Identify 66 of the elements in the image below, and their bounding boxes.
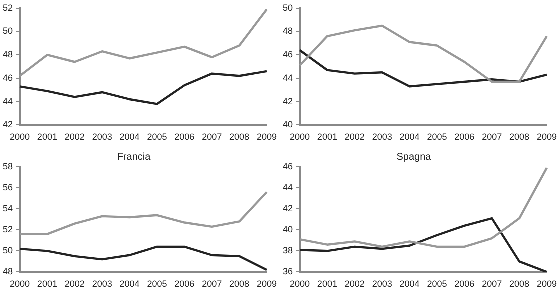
x-tick-label: 2002 <box>344 132 365 142</box>
x-tick-label: 2004 <box>120 132 140 142</box>
x-tick-label: 2006 <box>454 132 475 142</box>
x-tick-label: 2007 <box>482 279 502 290</box>
x-tick-label: 2008 <box>230 279 250 290</box>
y-tick-label: 48 <box>2 50 14 60</box>
x-tick-label: 2008 <box>510 132 530 142</box>
x-tick-label: 2008 <box>230 132 250 142</box>
x-tick-label: 2004 <box>120 279 140 290</box>
x-tick-label: 2001 <box>317 279 338 290</box>
x-tick-label: 2003 <box>92 132 112 142</box>
x-tick-label: 2001 <box>37 279 58 290</box>
x-tick-label: 2005 <box>147 279 168 290</box>
y-tick-label: 42 <box>282 204 294 214</box>
y-tick-label: 40 <box>282 120 294 130</box>
x-tick-label: 2002 <box>344 279 365 290</box>
chart-title: Spagna <box>396 152 432 163</box>
y-tick-label: 44 <box>282 182 294 193</box>
x-tick-label: 2001 <box>37 132 58 142</box>
x-tick-label: 2007 <box>202 132 222 142</box>
x-tick-label: 2001 <box>317 132 338 142</box>
y-tick-label: 52 <box>2 224 14 235</box>
y-tick-label: 42 <box>282 96 294 106</box>
y-tick-label: 38 <box>282 246 294 256</box>
y-tick-label: 58 <box>2 161 14 172</box>
x-tick-label: 2003 <box>372 279 392 290</box>
x-tick-label: 2003 <box>92 279 112 290</box>
y-tick-label: 50 <box>2 246 14 256</box>
y-tick-label: 42 <box>2 120 14 130</box>
x-tick-label: 2006 <box>174 279 195 290</box>
x-tick-label: 2009 <box>536 279 558 290</box>
y-tick-label: 44 <box>2 96 14 106</box>
x-tick-label: 2006 <box>454 279 475 290</box>
x-tick-label: 2008 <box>510 279 530 290</box>
y-tick-label: 50 <box>2 26 14 36</box>
y-tick-label: 52 <box>2 2 14 13</box>
x-tick-label: 2000 <box>290 132 310 142</box>
x-tick-label: 2006 <box>174 132 195 142</box>
x-tick-label: 2009 <box>256 132 278 142</box>
x-tick-label: 2004 <box>400 279 420 290</box>
y-tick-label: 54 <box>2 204 14 214</box>
y-tick-label: 40 <box>282 224 294 235</box>
x-tick-label: 2000 <box>10 279 30 290</box>
x-tick-label: 2007 <box>202 279 222 290</box>
y-tick-label: 46 <box>282 50 294 60</box>
x-tick-label: 2005 <box>427 132 448 142</box>
x-tick-label: 2004 <box>400 132 420 142</box>
x-tick-label: 2002 <box>64 132 85 142</box>
chart-title: Francia <box>117 152 152 163</box>
x-tick-label: 2007 <box>482 132 502 142</box>
y-tick-label: 50 <box>282 2 294 13</box>
x-tick-label: 2005 <box>427 279 448 290</box>
x-tick-label: 2002 <box>64 279 85 290</box>
x-tick-label: 2009 <box>536 132 558 142</box>
x-tick-label: 2000 <box>290 279 310 290</box>
y-tick-label: 36 <box>282 266 294 277</box>
x-tick-label: 2009 <box>256 279 278 290</box>
x-tick-label: 2000 <box>10 132 30 142</box>
y-tick-label: 44 <box>282 72 294 83</box>
y-tick-label: 48 <box>2 266 14 277</box>
y-tick-label: 46 <box>2 72 14 83</box>
y-tick-label: 46 <box>282 161 294 172</box>
x-tick-label: 2005 <box>147 132 168 142</box>
y-tick-label: 56 <box>2 182 14 193</box>
x-tick-label: 2003 <box>372 132 392 142</box>
y-tick-label: 48 <box>282 26 294 36</box>
